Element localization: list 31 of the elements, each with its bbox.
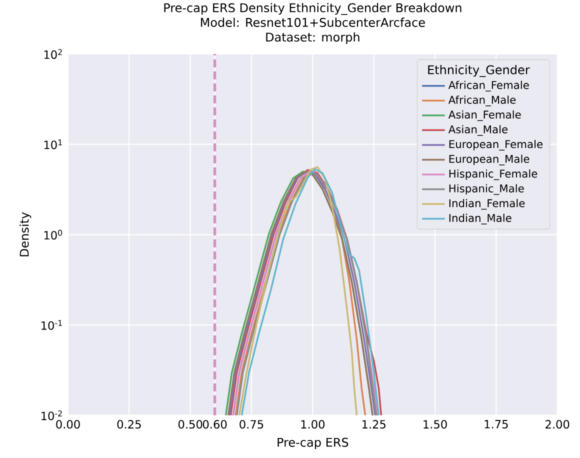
x-axis-title: Pre-cap ERS (278, 438, 348, 450)
x-tick-label: 1.75 (484, 420, 508, 428)
x-tick-label: 0.75 (240, 420, 264, 429)
legend-title: Ethnicity_Gender (428, 65, 530, 77)
chart-subtitle: Model: Resnet101+SubcenterArcface (200, 18, 425, 27)
chart-title: Pre-cap ERS Density Ethnicity_Gender Breakdown (164, 3, 462, 15)
legend-label: Indian_Female (449, 198, 525, 210)
y-tick-label: 10$^{2}$ (44, 49, 62, 59)
x-tick-label: 1.25 (362, 420, 386, 429)
legend-label: African_Female (448, 80, 529, 92)
x-tick-label: 2.00 (546, 420, 570, 429)
y-tick-label: 10$^{-2}$ (42, 410, 62, 420)
legend-label: European_Female (449, 140, 543, 151)
y-tick-label: 10$^{1}$ (44, 139, 62, 150)
x-tick-label: 0.25 (117, 420, 141, 429)
x-tick-label: 1.00 (301, 420, 325, 429)
legend-label: Hispanic_Male (449, 184, 524, 195)
legend-label: Asian_Male (448, 125, 508, 136)
legend-label: Asian_Female (448, 110, 521, 121)
y-tick-label: 10$^{0}$ (44, 230, 62, 240)
legend-label: African_Male (448, 96, 516, 106)
legend-label: European_Male (449, 154, 530, 166)
x-tick-label: 1.50 (424, 420, 447, 429)
legend-label: Indian_Male (449, 214, 512, 224)
legend-label: Hispanic_Female (449, 169, 538, 180)
y-tick-label: 10$^{-1}$ (42, 320, 62, 330)
x-tick-label: 0.00 (56, 420, 80, 429)
text: Dataset: morph (266, 32, 360, 44)
x-tick-label: 0.60 (202, 420, 227, 429)
x-tick-label: 0.50 (178, 420, 202, 429)
y-axis-title: Density (20, 212, 32, 256)
